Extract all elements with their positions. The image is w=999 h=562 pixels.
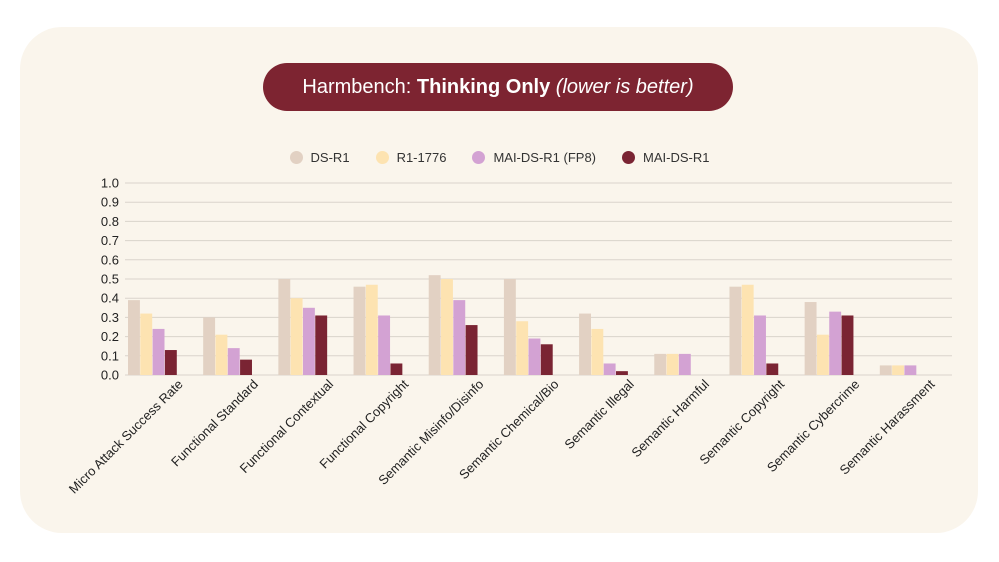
bar-mai-ds-r1-fp8-functional-standard[interactable] <box>227 348 240 375</box>
bar-mai-ds-r1-fp8-semantic-harassment[interactable] <box>904 365 917 375</box>
bar-mai-ds-r1-semantic-misinfo-disinfo[interactable] <box>465 325 478 375</box>
legend-swatch-mai-ds-r1-fp8 <box>472 150 486 164</box>
y-tick-label: 0.5 <box>101 272 119 287</box>
y-tick-label: 0.8 <box>101 214 119 229</box>
bar-ds-r1-semantic-illegal[interactable] <box>579 313 591 375</box>
bar-mai-ds-r1-fp8-semantic-chemical-bio[interactable] <box>528 338 541 375</box>
chart-title-bold: Thinking Only <box>416 75 551 98</box>
x-tick-label-semantic-harmful: Semantic Harmful <box>628 376 712 460</box>
bar-mai-ds-r1-fp8-semantic-cybercrime[interactable] <box>829 311 842 375</box>
bar-mai-ds-r1-fp8-semantic-harmful[interactable] <box>678 353 691 375</box>
y-tick-label: 0.6 <box>101 252 119 267</box>
chart-title: Harmbench: Thinking Only (lower is bette… <box>263 63 733 111</box>
y-tick-label: 0.9 <box>101 195 119 210</box>
y-tick-label: 0.3 <box>101 310 119 325</box>
bar-mai-ds-r1-fp8-semantic-copyright[interactable] <box>754 315 766 375</box>
bar-mai-ds-r1-functional-standard[interactable] <box>240 359 252 375</box>
bar-ds-r1-functional-standard[interactable] <box>203 317 216 375</box>
bar-ds-r1-semantic-chemical-bio[interactable] <box>503 279 516 375</box>
bar-r1-1776-semantic-harassment[interactable] <box>892 365 905 375</box>
y-tick-label: 1.0 <box>101 176 119 191</box>
bar-ds-r1-semantic-copyright[interactable] <box>729 286 742 375</box>
bar-r1-1776-functional-standard[interactable] <box>215 334 228 375</box>
bar-mai-ds-r1-functional-contextual[interactable] <box>315 315 328 375</box>
bar-r1-1776-semantic-harmful[interactable] <box>666 353 679 375</box>
bar-ds-r1-functional-copyright[interactable] <box>353 286 366 375</box>
legend-item-ds-r1[interactable]: DS-R1 <box>289 149 350 165</box>
y-tick-label: 0.4 <box>101 291 119 306</box>
y-tick-label: 0.0 <box>101 368 119 383</box>
legend-swatch-mai-ds-r1 <box>622 150 635 164</box>
bar-ds-r1-micro-attack-success-rate[interactable] <box>128 300 140 375</box>
y-tick-label: 0.2 <box>101 329 119 344</box>
legend-label-mai-ds-r1-fp8: MAI-DS-R1 (FP8) <box>493 149 596 165</box>
x-tick-label-micro-attack-success-rate: Micro Attack Success Rate <box>66 377 186 497</box>
bar-mai-ds-r1-fp8-functional-copyright[interactable] <box>378 315 391 375</box>
legend-item-r1-1776[interactable]: R1-1776 <box>375 149 447 165</box>
chart-title-regular: Harmbench: <box>302 75 417 98</box>
legend-swatch-ds-r1 <box>289 150 303 164</box>
bar-mai-ds-r1-semantic-cybercrime[interactable] <box>841 315 854 375</box>
legend-item-mai-ds-r1-fp8[interactable]: MAI-DS-R1 (FP8) <box>472 150 596 165</box>
bar-mai-ds-r1-semantic-copyright[interactable] <box>766 363 779 375</box>
chart-title-italic: (lower is better) <box>550 75 694 98</box>
bar-r1-1776-semantic-chemical-bio[interactable] <box>516 321 529 375</box>
legend-label-r1-1776: R1-1776 <box>396 149 447 165</box>
x-tick-label-semantic-illegal: Semantic Illegal <box>561 376 637 452</box>
bar-r1-1776-functional-contextual[interactable] <box>290 298 303 375</box>
bar-mai-ds-r1-fp8-micro-attack-success-rate[interactable] <box>152 328 165 375</box>
bar-mai-ds-r1-functional-copyright[interactable] <box>390 363 403 375</box>
bar-ds-r1-functional-contextual[interactable] <box>278 279 291 375</box>
bar-ds-r1-semantic-cybercrime[interactable] <box>804 302 817 375</box>
bar-ds-r1-semantic-harassment[interactable] <box>879 365 892 375</box>
legend-label-ds-r1: DS-R1 <box>310 149 350 165</box>
bar-mai-ds-r1-fp8-semantic-illegal[interactable] <box>603 363 616 375</box>
bar-ds-r1-semantic-harmful[interactable] <box>654 353 667 375</box>
bar-r1-1776-semantic-misinfo-disinfo[interactable] <box>441 279 453 375</box>
bar-ds-r1-semantic-misinfo-disinfo[interactable] <box>428 275 441 375</box>
y-tick-label: 0.7 <box>101 233 119 248</box>
bar-r1-1776-semantic-illegal[interactable] <box>591 328 604 375</box>
y-axis-ticks: 0.0 0.1 0.2 0.3 0.4 0.5 0.6 0.7 0.8 0.9 1.0 <box>101 176 119 383</box>
bar-mai-ds-r1-fp8-semantic-misinfo-disinfo[interactable] <box>453 300 466 375</box>
legend-label-mai-ds-r1: MAI-DS-R1 <box>643 149 710 165</box>
bar-r1-1776-micro-attack-success-rate[interactable] <box>140 313 153 375</box>
bar-mai-ds-r1-fp8-functional-contextual[interactable] <box>302 307 315 375</box>
y-tick-label: 0.1 <box>101 348 119 363</box>
bar-mai-ds-r1-semantic-chemical-bio[interactable] <box>540 344 553 375</box>
bars <box>128 275 917 375</box>
bar-mai-ds-r1-micro-attack-success-rate[interactable] <box>164 350 177 375</box>
chart-card <box>20 27 978 533</box>
bar-r1-1776-semantic-cybercrime[interactable] <box>816 334 829 375</box>
legend-item-mai-ds-r1[interactable]: MAI-DS-R1 <box>622 150 709 165</box>
bar-r1-1776-functional-copyright[interactable] <box>365 284 378 375</box>
bar-mai-ds-r1-semantic-illegal[interactable] <box>615 371 628 375</box>
bar-r1-1776-semantic-copyright[interactable] <box>741 284 754 375</box>
legend-swatch-r1-1776 <box>375 150 389 164</box>
chart-legend: DS-R1 R1-1776 MAI-DS-R1 (FP8) MAI-DS-R1 <box>0 146 999 168</box>
